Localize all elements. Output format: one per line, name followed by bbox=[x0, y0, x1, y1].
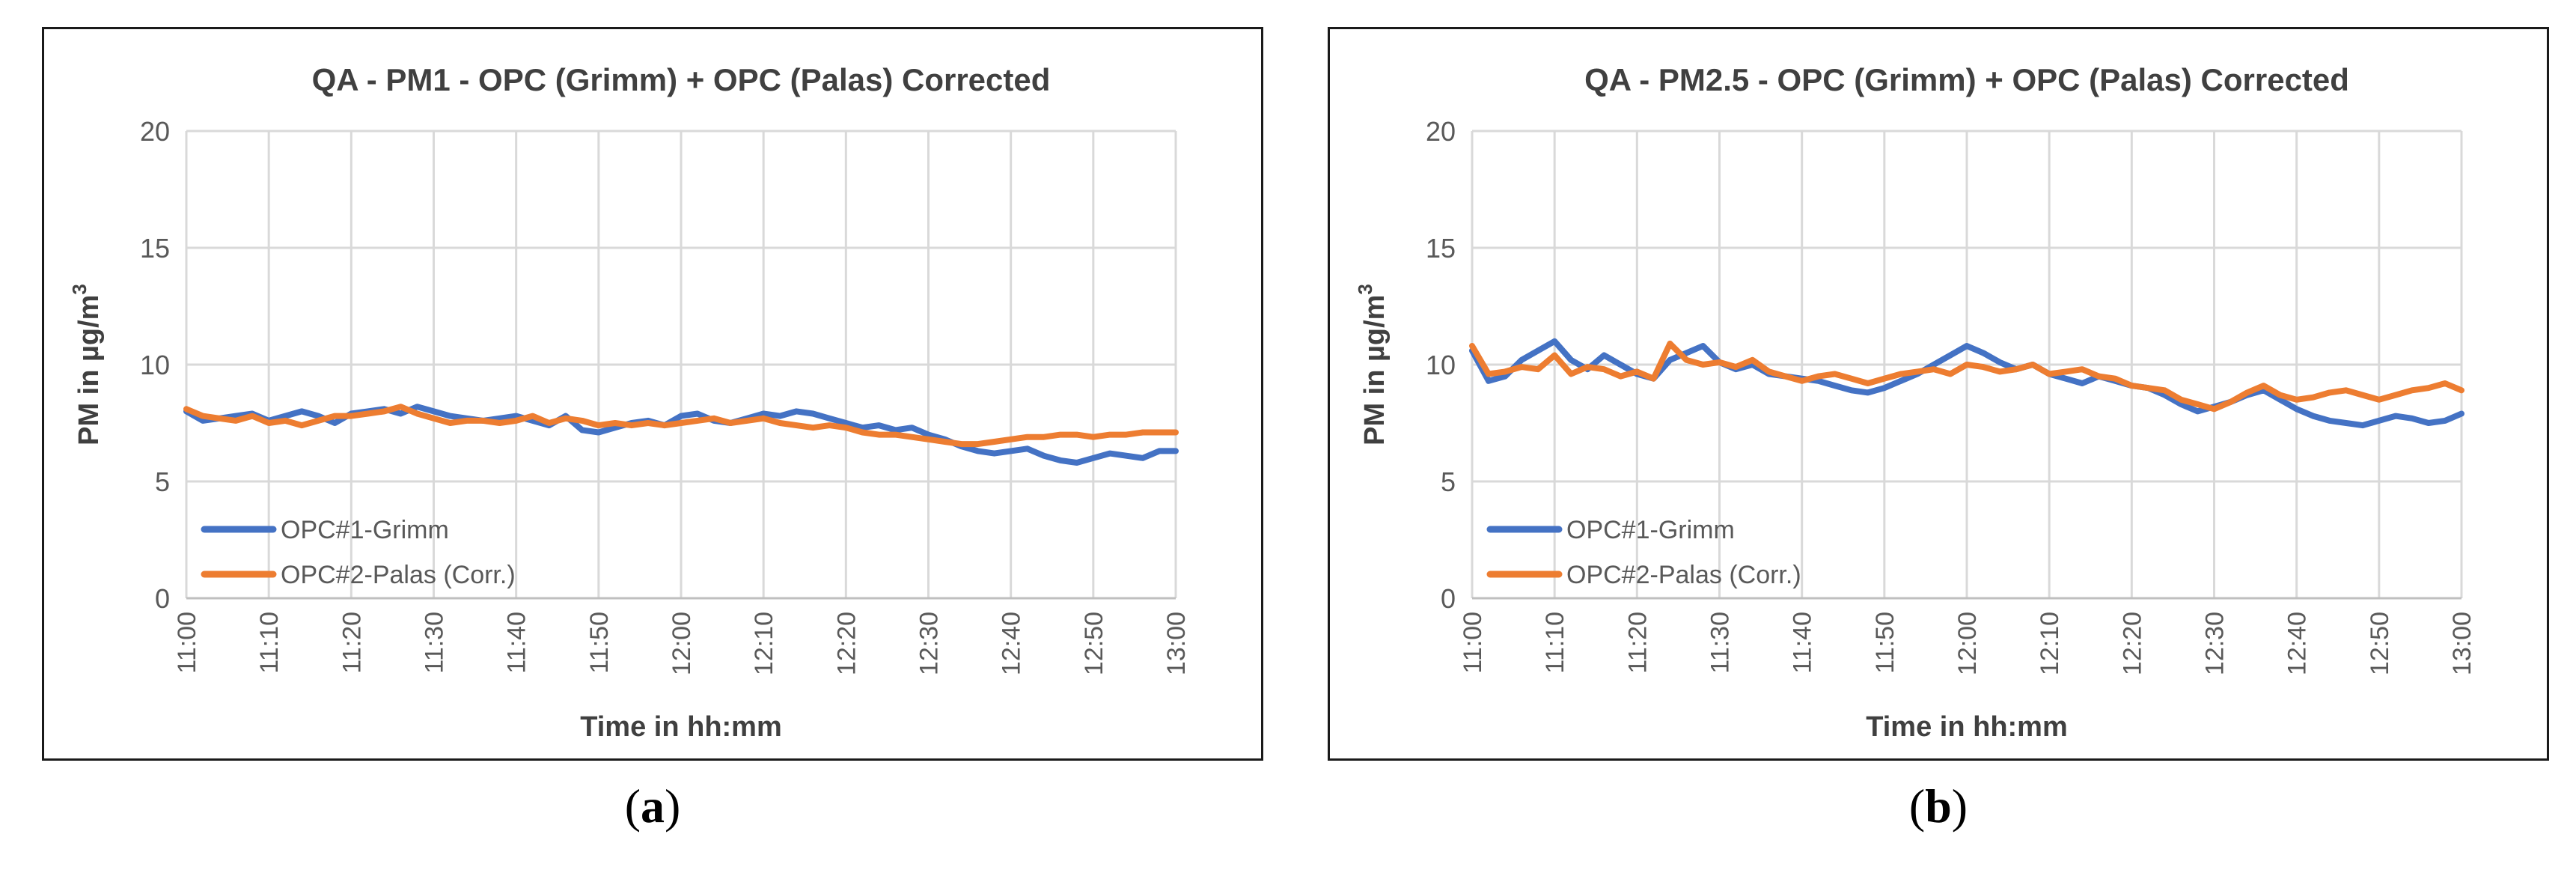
x-tick-label: 11:30 bbox=[1706, 612, 1735, 674]
chart-title: QA - PM1 - OPC (Grimm) + OPC (Palas) Cor… bbox=[312, 62, 1051, 97]
x-tick-label: 12:10 bbox=[750, 612, 778, 675]
series-line-palas bbox=[183, 404, 1179, 448]
x-tick-label: 12:50 bbox=[1080, 612, 1108, 675]
x-tick-label: 11:10 bbox=[1541, 612, 1569, 674]
x-tick-label: 12:00 bbox=[1953, 612, 1982, 675]
y-tick-label: 5 bbox=[1441, 466, 1456, 497]
y-tick-label: 20 bbox=[1426, 116, 1456, 147]
y-tick-label: 0 bbox=[1441, 583, 1456, 614]
y-tick-label: 10 bbox=[1426, 350, 1456, 380]
x-tick-label: 12:10 bbox=[2036, 612, 2064, 675]
x-axis-label: Time in hh:mm bbox=[1866, 711, 2068, 743]
x-tick-label: 12:20 bbox=[2118, 612, 2146, 675]
x-tick-label: 12:20 bbox=[832, 612, 861, 675]
legend-label: OPC#1-Grimm bbox=[1566, 516, 1735, 544]
y-tick-label: 20 bbox=[140, 116, 170, 147]
y-axis-label-main: PM in µg/m bbox=[73, 295, 105, 445]
x-tick-label: 11:40 bbox=[503, 612, 531, 674]
y-axis-label-superscript: 3 bbox=[1354, 284, 1376, 294]
y-axis-label: PM in µg/m3 bbox=[1354, 284, 1391, 445]
chart-panel-a: QA - PM1 - OPC (Grimm) + OPC (Palas) Cor… bbox=[42, 27, 1263, 761]
x-tick-label: 13:00 bbox=[2448, 612, 2476, 675]
chart-panel-b: QA - PM2.5 - OPC (Grimm) + OPC (Palas) C… bbox=[1328, 27, 2549, 761]
y-tick-label: 5 bbox=[155, 466, 170, 497]
x-tick-label: 12:40 bbox=[2283, 612, 2312, 675]
legend-label: OPC#2-Palas (Corr.) bbox=[1566, 561, 1801, 589]
x-tick-label: 12:00 bbox=[668, 612, 696, 675]
x-tick-label: 12:40 bbox=[998, 612, 1026, 675]
x-tick-label: 11:40 bbox=[1789, 612, 1817, 674]
y-axis-label: PM in µg/m3 bbox=[68, 284, 105, 445]
y-tick-label: 10 bbox=[140, 350, 170, 380]
legend-label: OPC#1-Grimm bbox=[281, 516, 449, 544]
chart-b-svg: QA - PM2.5 - OPC (Grimm) + OPC (Palas) C… bbox=[1354, 62, 2476, 743]
x-tick-label: 12:50 bbox=[2366, 612, 2394, 675]
legend-label: OPC#2-Palas (Corr.) bbox=[281, 561, 516, 589]
x-tick-label: 11:00 bbox=[1459, 612, 1487, 674]
y-tick-label: 0 bbox=[155, 583, 170, 614]
x-tick-label: 12:30 bbox=[915, 612, 944, 675]
x-tick-label: 11:50 bbox=[1871, 612, 1899, 674]
x-tick-label: 11:30 bbox=[421, 612, 449, 674]
chart-a-svg: QA - PM1 - OPC (Grimm) + OPC (Palas) Cor… bbox=[68, 62, 1191, 743]
caption-b: (b) bbox=[1908, 779, 1968, 833]
chart-title: QA - PM2.5 - OPC (Grimm) + OPC (Palas) C… bbox=[1584, 62, 2349, 97]
x-tick-label: 11:00 bbox=[173, 612, 201, 674]
y-axis-label-superscript: 3 bbox=[68, 284, 91, 294]
series-line-palas bbox=[1469, 340, 2464, 413]
y-tick-label: 15 bbox=[1426, 233, 1456, 264]
y-tick-label: 15 bbox=[140, 233, 170, 264]
x-tick-label: 11:20 bbox=[338, 612, 366, 674]
x-tick-label: 11:20 bbox=[1623, 612, 1652, 674]
x-tick-label: 12:30 bbox=[2201, 612, 2229, 675]
x-axis-label: Time in hh:mm bbox=[580, 711, 782, 743]
x-tick-label: 11:50 bbox=[585, 612, 614, 674]
x-tick-label: 11:10 bbox=[255, 612, 284, 674]
x-tick-label: 13:00 bbox=[1162, 612, 1191, 675]
y-axis-label-main: PM in µg/m bbox=[1359, 295, 1391, 445]
caption-a: (a) bbox=[624, 779, 681, 833]
